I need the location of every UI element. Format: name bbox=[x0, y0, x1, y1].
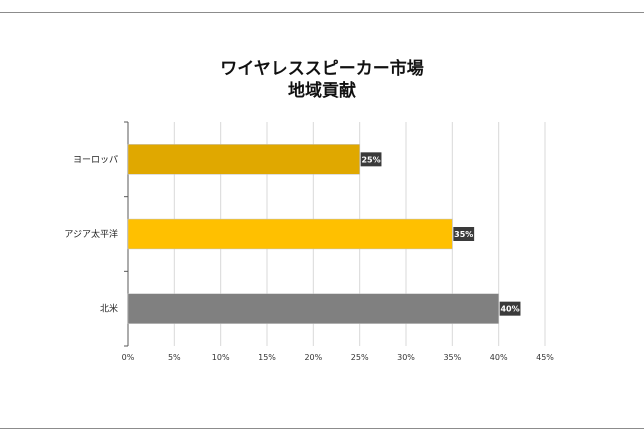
category-label: アジア太平洋 bbox=[64, 228, 118, 240]
category-label: ヨーロッパ bbox=[73, 154, 118, 165]
chart-title-line1: ワイヤレススピーカー市場 bbox=[220, 59, 424, 79]
x-tick-label: 30% bbox=[397, 353, 415, 362]
x-tick-label: 20% bbox=[304, 353, 322, 362]
data-label: 40% bbox=[500, 305, 519, 314]
category-label: 北米 bbox=[100, 303, 118, 315]
x-tick-label: 40% bbox=[490, 353, 508, 362]
data-label-box bbox=[499, 301, 521, 316]
data-label: 35% bbox=[454, 230, 473, 239]
x-tick-label: 35% bbox=[443, 353, 461, 362]
bottom-rule bbox=[0, 428, 644, 429]
x-tick-label: 5% bbox=[168, 353, 181, 362]
x-tick-label: 15% bbox=[258, 353, 276, 362]
bar bbox=[127, 144, 360, 175]
chart-title: ワイヤレススピーカー市場 地域貢献 bbox=[0, 58, 644, 102]
x-tick-label: 45% bbox=[536, 353, 554, 362]
data-label: 25% bbox=[361, 155, 380, 164]
data-label-box bbox=[453, 227, 475, 241]
chart-title-line2: 地域貢献 bbox=[288, 81, 356, 101]
x-tick-label: 10% bbox=[212, 353, 230, 362]
data-label-box bbox=[360, 152, 382, 167]
bar bbox=[127, 218, 453, 250]
top-rule bbox=[0, 12, 644, 13]
x-tick-label: 25% bbox=[351, 353, 369, 362]
x-tick-label: 0% bbox=[122, 353, 135, 362]
bar bbox=[127, 293, 499, 324]
